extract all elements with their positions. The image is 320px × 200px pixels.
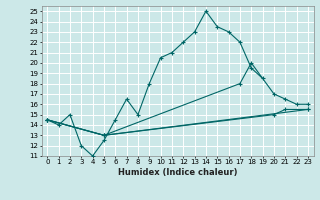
X-axis label: Humidex (Indice chaleur): Humidex (Indice chaleur) <box>118 168 237 177</box>
